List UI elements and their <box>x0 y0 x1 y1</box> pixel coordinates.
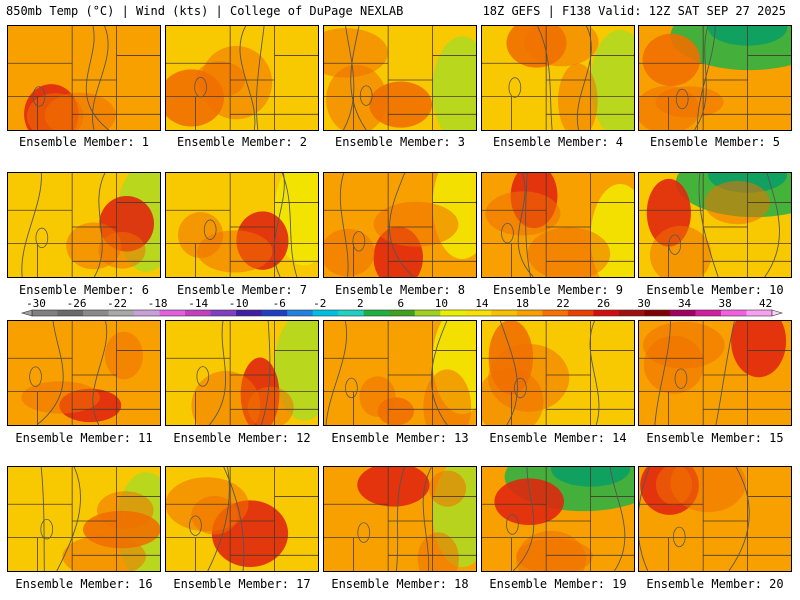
colorbar-tick-label: 22 <box>556 297 569 310</box>
colorbar-swatch <box>261 310 288 316</box>
colorbar-swatch <box>618 310 645 316</box>
ensemble-member-label: Ensemble Member: 5 <box>649 135 781 149</box>
colorbar-swatch <box>83 310 110 316</box>
colorbar-swatch <box>669 310 696 316</box>
ensemble-map-panel <box>638 320 792 426</box>
colorbar-swatch <box>363 310 390 316</box>
ensemble-member-label: Ensemble Member: 14 <box>489 431 627 445</box>
ensemble-member-label: Ensemble Member: 10 <box>646 283 784 297</box>
colorbar-tick-label: 26 <box>597 297 610 310</box>
ensemble-map-panel <box>638 466 792 572</box>
ensemble-map-panel <box>165 320 319 426</box>
colorbar-tick-label: 34 <box>678 297 692 310</box>
ensemble-map-panel <box>481 25 635 131</box>
ensemble-member-label: Ensemble Member: 7 <box>176 283 308 297</box>
ensemble-member-label: Ensemble Member: 8 <box>334 283 466 297</box>
colorbar-swatch <box>414 310 441 316</box>
colorbar-tick-label: 30 <box>637 297 650 310</box>
colorbar-swatch <box>159 310 186 316</box>
colorbar-swatch <box>695 310 722 316</box>
ensemble-map-panel <box>323 25 477 131</box>
ensemble-member-label: Ensemble Member: 1 <box>18 135 150 149</box>
colorbar-swatch <box>567 310 594 316</box>
colorbar-swatch <box>338 310 365 316</box>
colorbar-swatch <box>491 310 518 316</box>
colorbar-swatch <box>134 310 161 316</box>
colorbar-swatch <box>185 310 212 316</box>
colorbar-tick-label: 6 <box>398 297 405 310</box>
colorbar-swatch <box>644 310 671 316</box>
ensemble-map-panel <box>323 172 477 278</box>
temperature-colorbar: -30 -26 -22 -18 -14 -10 -6 -2 2 6 10 14 18 22 26 30 34 38… <box>20 297 784 317</box>
colorbar-swatch <box>465 310 492 316</box>
colorbar-swatch <box>210 310 237 316</box>
colorbar-tick-label: -22 <box>107 297 127 310</box>
colorbar-tick-label: -26 <box>67 297 87 310</box>
colorbar-tick-label: 42 <box>759 297 772 310</box>
ensemble-map-panel <box>7 172 161 278</box>
ensemble-member-label: Ensemble Member: 17 <box>173 577 311 591</box>
colorbar-swatch <box>746 310 773 316</box>
colorbar-tick-label: 2 <box>357 297 364 310</box>
colorbar-tick-label: -18 <box>148 297 168 310</box>
ensemble-member-label: Ensemble Member: 19 <box>489 577 627 591</box>
ensemble-map-panel <box>7 466 161 572</box>
ensemble-map-panel <box>165 172 319 278</box>
colorbar-min-arrow <box>20 309 33 317</box>
ensemble-map-panel <box>7 320 161 426</box>
ensemble-member-label: Ensemble Member: 16 <box>15 577 153 591</box>
ensemble-member-label: Ensemble Member: 6 <box>18 283 150 297</box>
ensemble-member-label: Ensemble Member: 9 <box>492 283 624 297</box>
colorbar-swatch <box>287 310 314 316</box>
ensemble-map-panel <box>323 320 477 426</box>
colorbar-tick-label: -30 <box>26 297 46 310</box>
colorbar-swatch <box>32 310 59 316</box>
ensemble-map-panel <box>481 172 635 278</box>
colorbar-tick-label: 10 <box>435 297 448 310</box>
ensemble-member-label: Ensemble Member: 20 <box>646 577 784 591</box>
ensemble-map-panel <box>481 320 635 426</box>
colorbar-tick-label: -2 <box>313 297 326 310</box>
model-run-info: 18Z GEFS | F138 Valid: 12Z SAT SEP 27 20… <box>482 4 786 18</box>
colorbar-swatch <box>236 310 263 316</box>
colorbar-tick-label: 38 <box>718 297 731 310</box>
colorbar-swatch <box>312 310 339 316</box>
ensemble-member-label: Ensemble Member: 11 <box>15 431 153 445</box>
colorbar-swatch <box>108 310 135 316</box>
colorbar-swatch <box>389 310 416 316</box>
ensemble-member-label: Ensemble Member: 3 <box>334 135 466 149</box>
ensemble-map-panel <box>165 466 319 572</box>
ensemble-member-label: Ensemble Member: 15 <box>646 431 784 445</box>
ensemble-member-label: Ensemble Member: 4 <box>492 135 624 149</box>
chart-title: 850mb Temp (°C) | Wind (kts) | College o… <box>6 4 404 18</box>
colorbar-swatch <box>720 310 747 316</box>
ensemble-map-panel <box>481 466 635 572</box>
colorbar-swatch <box>593 310 620 316</box>
colorbar-tick-label: -6 <box>273 297 286 310</box>
ensemble-member-label: Ensemble Member: 12 <box>173 431 311 445</box>
ensemble-map-panel <box>165 25 319 131</box>
colorbar-swatch <box>440 310 467 316</box>
ensemble-member-label: Ensemble Member: 18 <box>331 577 469 591</box>
ensemble-member-label: Ensemble Member: 13 <box>331 431 469 445</box>
ensemble-map-panel <box>7 25 161 131</box>
ensemble-member-label: Ensemble Member: 2 <box>176 135 308 149</box>
colorbar-swatch <box>516 310 543 316</box>
ensemble-map-panel <box>638 25 792 131</box>
colorbar-tick-label: 18 <box>516 297 529 310</box>
colorbar-tick-label: -14 <box>188 297 208 310</box>
ensemble-map-panel <box>323 466 477 572</box>
colorbar-tick-label: 14 <box>475 297 489 310</box>
colorbar-swatch <box>542 310 569 316</box>
colorbar-swatch <box>57 310 84 316</box>
colorbar-max-arrow <box>771 309 784 317</box>
ensemble-map-panel <box>638 172 792 278</box>
colorbar-tick-label: -10 <box>229 297 249 310</box>
